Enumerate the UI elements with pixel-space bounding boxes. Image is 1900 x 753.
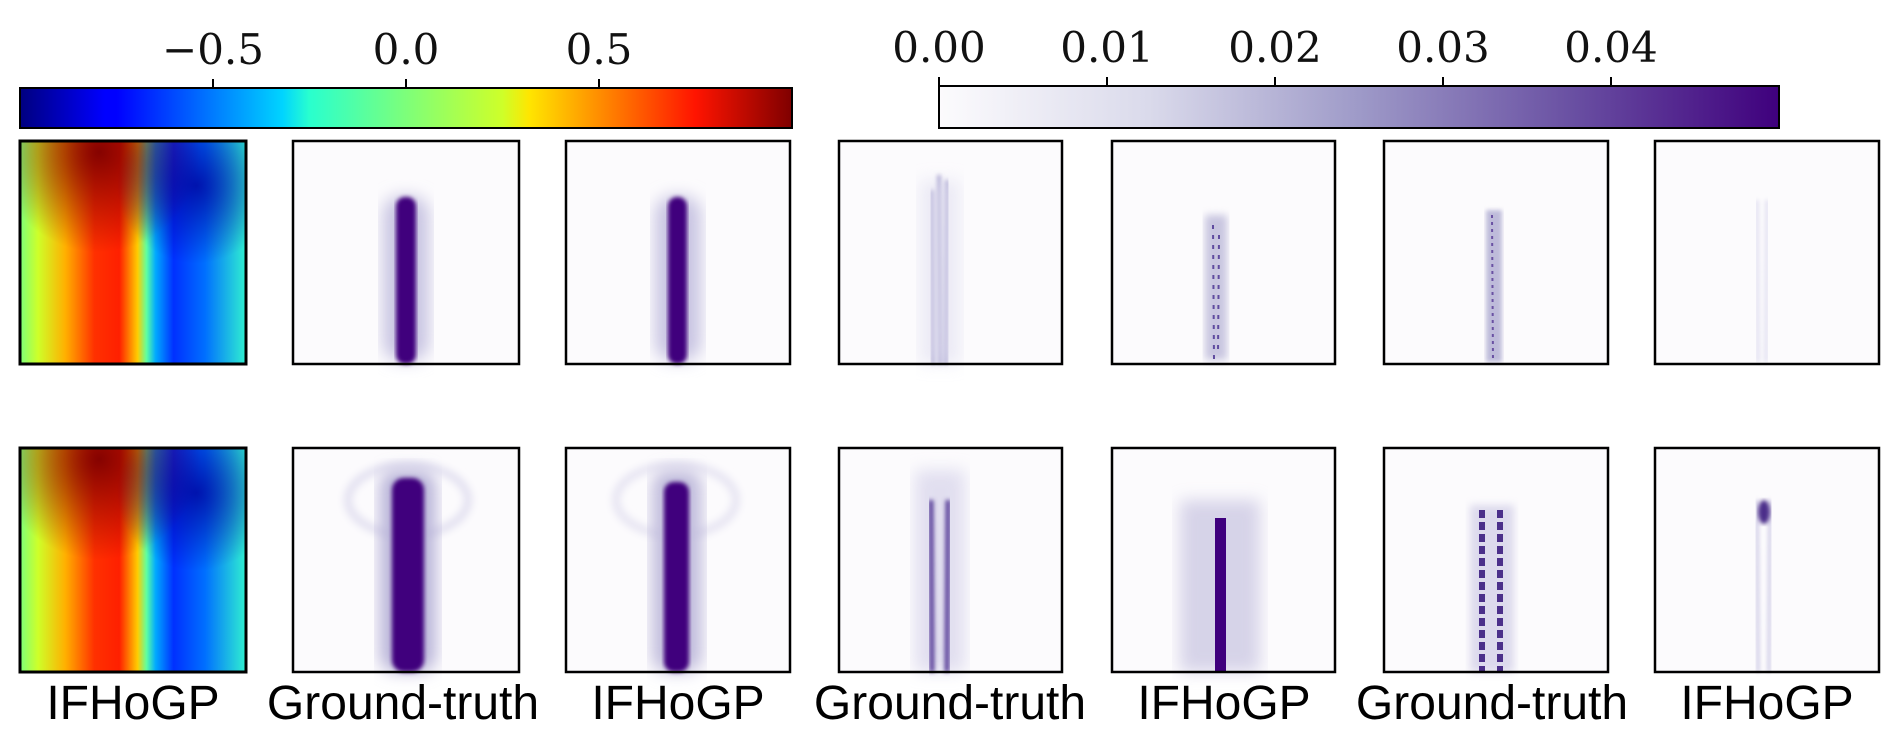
panel-r1-c5-ifhogp xyxy=(1110,139,1337,366)
panel-r2-c3-ifhogp xyxy=(564,446,792,674)
purples-colorbar-ticks: 0.00 0.01 0.02 0.03 0.04 xyxy=(892,23,1658,86)
purples-colorbar-fill xyxy=(938,85,1780,129)
colorbar-tick-label: 0.03 xyxy=(1396,23,1490,72)
column-labels: IFHoGP Ground-truth IFHoGP Ground-truth … xyxy=(46,677,1853,730)
panel-r2-c4-ground-truth xyxy=(837,446,1064,674)
jet-colorbar-fill xyxy=(19,87,793,129)
purples-colorbar: 0.00 0.01 0.02 0.03 0.04 xyxy=(892,23,1780,129)
panel-r1-c4-ground-truth xyxy=(837,139,1064,366)
jet-colorbar: −0.5 0.0 0.5 xyxy=(19,25,793,129)
panel-r1-c1-field xyxy=(18,139,248,366)
panel-r2-c2-ground-truth xyxy=(291,446,521,674)
panel-r2-c6-ground-truth xyxy=(1382,446,1610,674)
colorbar-tick-label: −0.5 xyxy=(162,25,264,74)
panel-r1-c7-ifhogp xyxy=(1653,139,1881,366)
colorbar-tick-label: 0.01 xyxy=(1060,23,1154,72)
column-label-2: Ground-truth xyxy=(267,677,539,730)
colorbar-tick-label: 0.00 xyxy=(892,23,986,72)
column-label-5: IFHoGP xyxy=(1137,677,1310,730)
panel-r2-c7-ifhogp xyxy=(1653,446,1881,674)
panel-r1-c2-ground-truth xyxy=(291,139,521,366)
panel-r1-c3-ifhogp xyxy=(564,139,792,366)
column-label-7: IFHoGP xyxy=(1680,677,1853,730)
row-1 xyxy=(18,139,1881,366)
colorbar-tick-label: 0.0 xyxy=(373,25,440,74)
row-2 xyxy=(18,446,1881,674)
colorbar-tick-label: 0.02 xyxy=(1228,23,1322,72)
column-label-4: Ground-truth xyxy=(814,677,1086,730)
jet-colorbar-ticks: −0.5 0.0 0.5 xyxy=(162,25,632,88)
colorbar-tick-label: 0.5 xyxy=(566,25,633,74)
column-label-3: IFHoGP xyxy=(591,677,764,730)
panel-r1-c6-ground-truth xyxy=(1382,139,1610,366)
panel-r2-c5-ifhogp xyxy=(1110,446,1337,674)
colorbar-tick-label: 0.04 xyxy=(1564,23,1658,72)
column-label-6: Ground-truth xyxy=(1356,677,1628,730)
panel-r2-c1-field xyxy=(18,446,248,674)
column-label-1: IFHoGP xyxy=(46,677,219,730)
